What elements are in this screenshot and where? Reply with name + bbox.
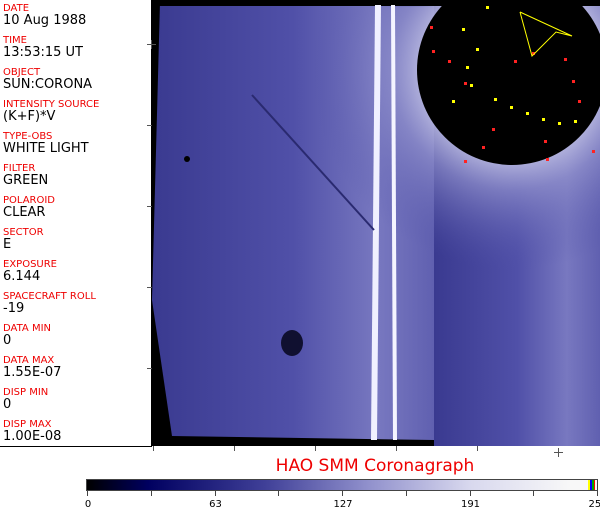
field-value: CLEAR (3, 205, 46, 220)
field-sector: SECTOR E (3, 227, 44, 252)
field-data-max: DATA MAX 1.55E-07 (3, 355, 61, 380)
field-value: 0 (3, 397, 12, 412)
field-label: DATE (3, 3, 30, 14)
field-time: TIME 13:53:15 UT (3, 35, 83, 60)
field-exposure: EXPOSURE 6.144 (3, 259, 57, 284)
field-label: SECTOR (3, 227, 44, 238)
field-value: SUN:CORONA (3, 77, 93, 92)
instrument-title: HAO SMM Coronagraph (275, 456, 475, 476)
field-filter: FILTER GREEN (3, 163, 48, 188)
occulter-pylon (371, 4, 381, 441)
field-label: DISP MIN (3, 387, 49, 398)
orientation-marker (519, 11, 573, 57)
field-label: DATA MAX (3, 355, 55, 366)
coronagraph-image (152, 0, 600, 446)
field-value: E (3, 237, 12, 252)
colorbar-tick (150, 491, 152, 496)
colorbar-tick-label: 127 (333, 499, 353, 510)
colorbar-tick (214, 491, 216, 496)
field-value: 10 Aug 1988 (3, 13, 87, 28)
header-info-panel: DATE 10 Aug 1988 TIME 13:53:15 UT OBJECT SUN:… (0, 0, 152, 447)
field-disp-min: DISP MIN 0 (3, 387, 48, 412)
colorbar (86, 479, 598, 491)
colorbar-tick-label: 255 (588, 499, 600, 510)
field-polaroid: POLAROID CLEAR (3, 195, 55, 220)
colorbar-overlay-colors (588, 480, 595, 490)
field-label: FILTER (3, 163, 36, 174)
field-label: SPACECRAFT ROLL (3, 291, 96, 302)
field-value: -19 (3, 301, 25, 316)
field-label: TYPE-OBS (3, 131, 53, 142)
field-type-obs: TYPE-OBS WHITE LIGHT (3, 131, 89, 156)
field-value: 1.55E-07 (3, 365, 62, 380)
field-object: OBJECT SUN:CORONA (3, 67, 92, 92)
colorbar-tick (405, 491, 407, 496)
field-label: EXPOSURE (3, 259, 58, 270)
field-value: GREEN (3, 173, 49, 188)
field-disp-max: DISP MAX 1.00E-08 (3, 419, 61, 444)
field-label: TIME (3, 35, 28, 46)
field-spacecraft-roll: SPACECRAFT ROLL -19 (3, 291, 96, 316)
field-value: 0 (3, 333, 12, 348)
field-data-min: DATA MIN 0 (3, 323, 51, 348)
coronagraph-image-svg (152, 0, 600, 446)
field-label: OBJECT (3, 67, 41, 78)
colorbar-tick (469, 491, 471, 496)
field-value: 13:53:15 UT (3, 45, 83, 60)
colorbar-tick (342, 491, 343, 496)
field-label: DATA MIN (3, 323, 51, 334)
colorbar-tick-label: 63 (209, 499, 222, 510)
colorbar-tick (533, 491, 535, 496)
field-value: 1.00E-08 (3, 429, 62, 444)
field-label: POLAROID (3, 195, 56, 206)
field-label: INTENSITY SOURCE (3, 99, 100, 110)
field-date: DATE 10 Aug 1988 (3, 3, 86, 28)
colorbar-tick (597, 491, 598, 496)
occulting-disk (417, 0, 600, 165)
colorbar-tick (87, 491, 88, 496)
field-value: 6.144 (3, 269, 41, 284)
field-value: (K+F)*V (3, 109, 56, 124)
colorbar-tick-label: 191 (460, 499, 481, 510)
colorbar-tick (278, 491, 280, 496)
field-label: DISP MAX (3, 419, 52, 430)
field-value: WHITE LIGHT (3, 141, 89, 156)
colorbar-tick-label: 0 (84, 499, 92, 510)
overlay-markers (430, 6, 595, 163)
field-intensity-source: INTENSITY SOURCE (K+F)*V (3, 99, 99, 124)
